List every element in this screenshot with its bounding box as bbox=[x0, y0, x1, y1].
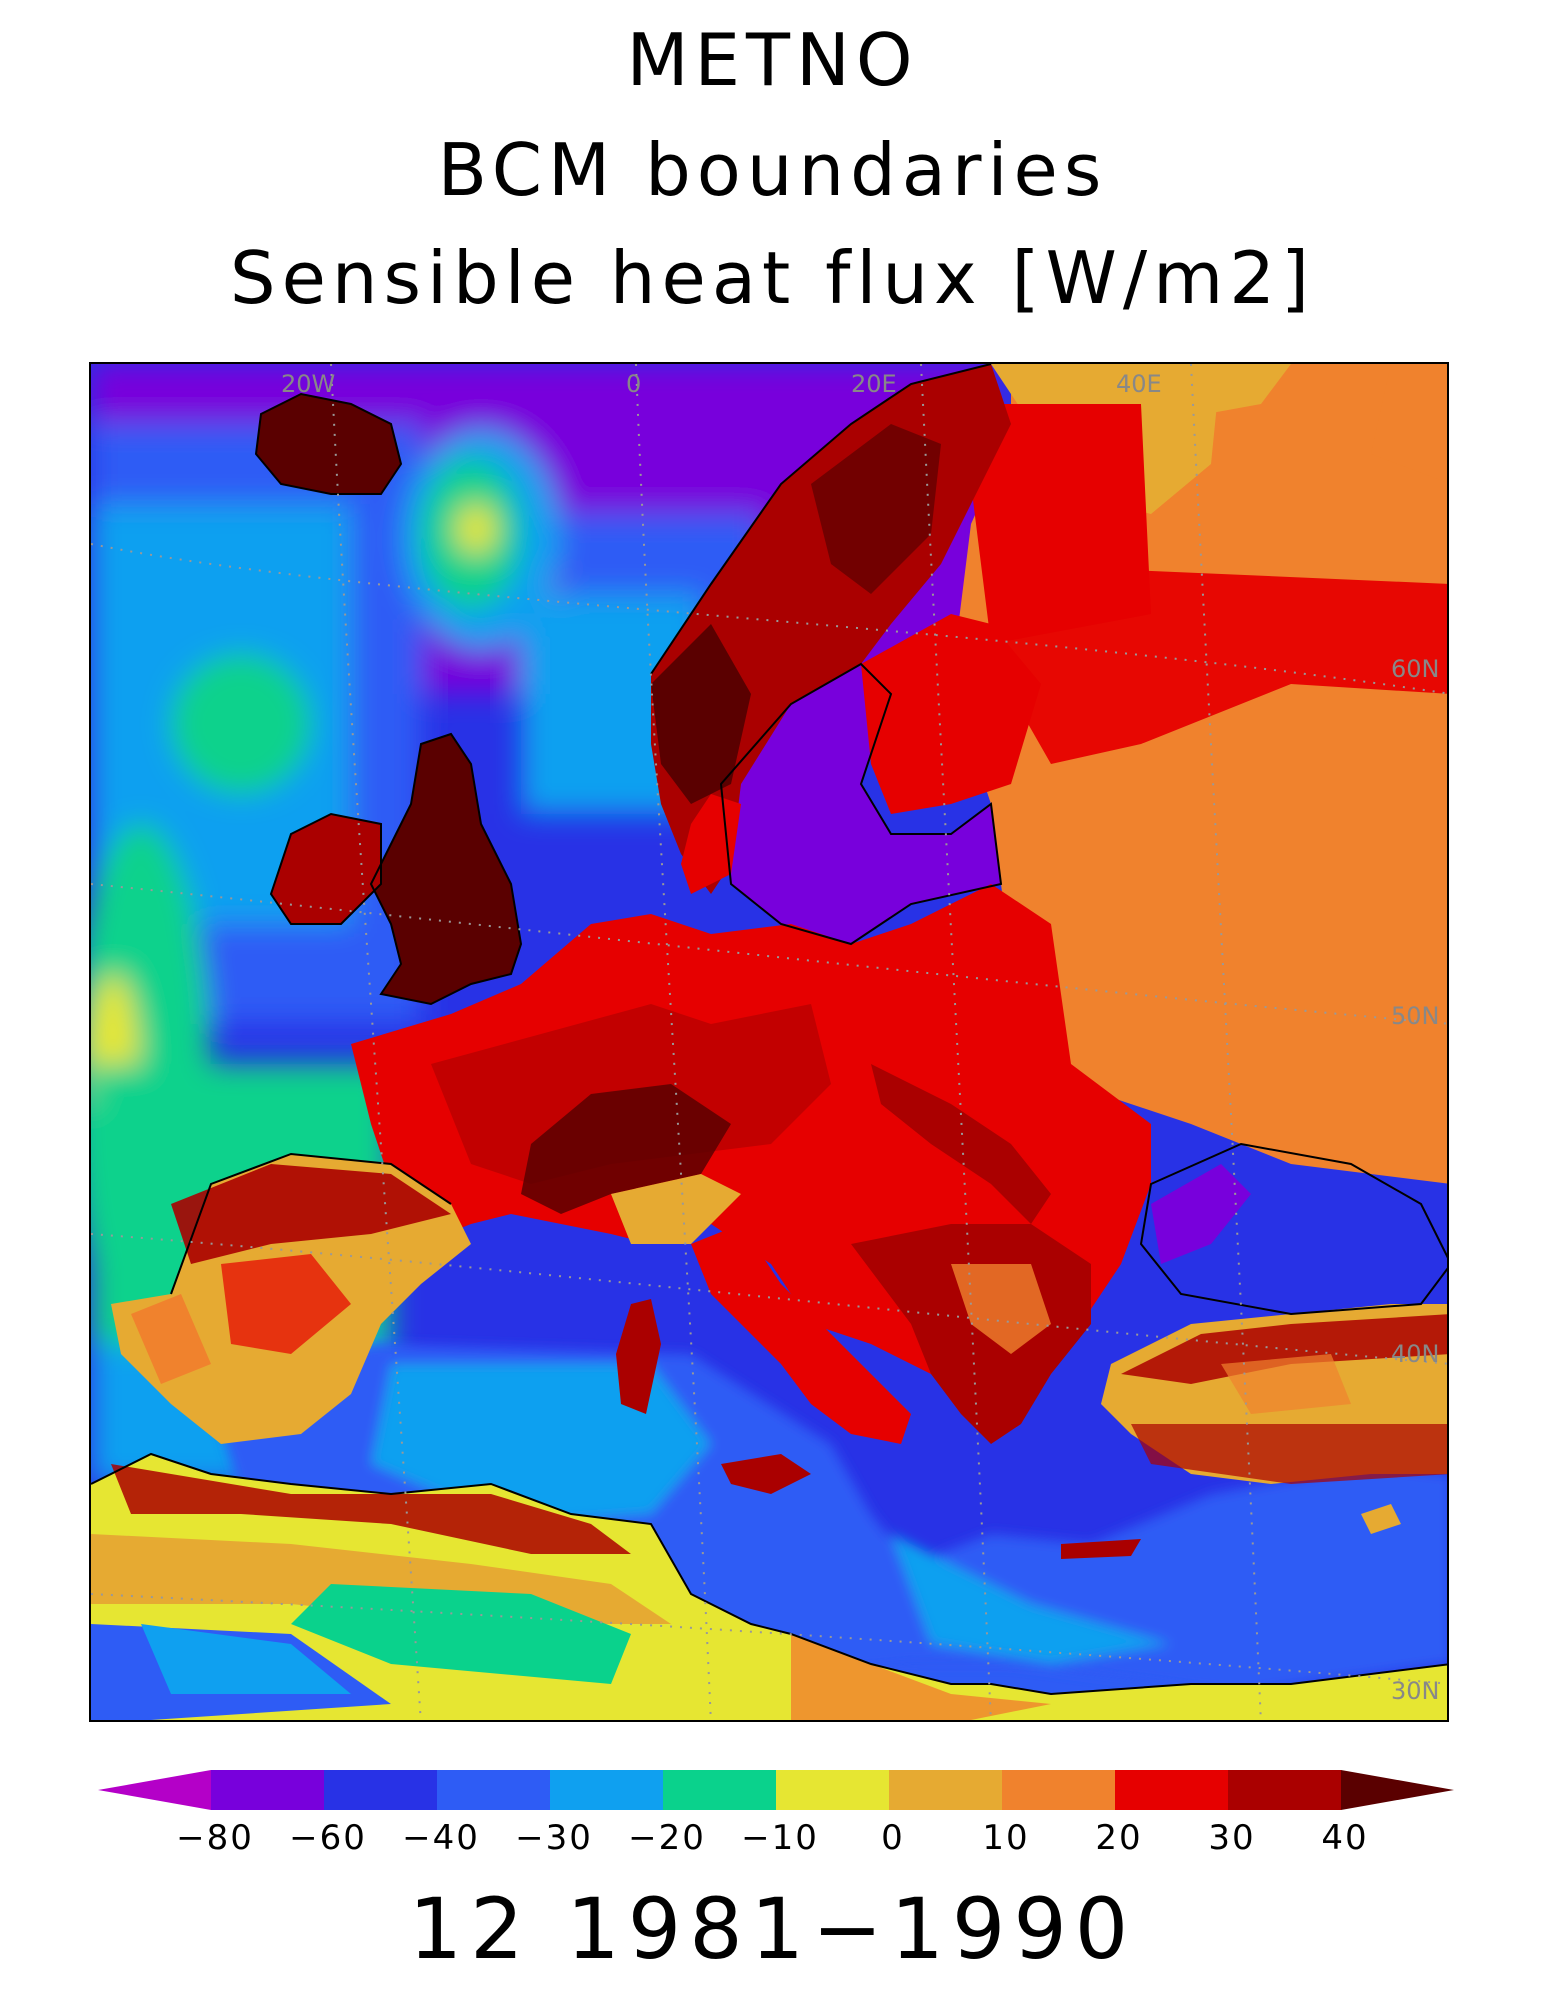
colorbar-segment bbox=[1228, 1770, 1341, 1810]
period-label: 12 1981−1990 bbox=[408, 1880, 1137, 1978]
baltic-sea bbox=[721, 664, 1001, 944]
colorbar-tick-label: −30 bbox=[515, 1818, 593, 1858]
map-panel: 20W 0 20E 40E 60N 50N 40N 30N bbox=[89, 362, 1449, 1722]
ireland bbox=[271, 814, 381, 924]
colorbar-tick-label: −20 bbox=[628, 1818, 706, 1858]
colorbar-segment bbox=[663, 1770, 776, 1810]
lat-label-50n: 50N bbox=[1391, 1002, 1440, 1030]
lon-label-40e: 40E bbox=[1116, 370, 1162, 398]
colorbar-tick-label: −80 bbox=[176, 1818, 254, 1858]
lon-label-0: 0 bbox=[626, 370, 641, 398]
colorbar-tick-label: −60 bbox=[289, 1818, 367, 1858]
colorbar-segment bbox=[550, 1770, 663, 1810]
lat-label-40n: 40N bbox=[1391, 1340, 1440, 1368]
italy bbox=[691, 1224, 911, 1444]
colorbar-segment bbox=[211, 1770, 324, 1810]
title-line-3: Sensible heat flux [W/m2] bbox=[229, 236, 1316, 320]
colorbar-underflow-triangle bbox=[98, 1770, 211, 1810]
colorbar-segment bbox=[889, 1770, 1002, 1810]
colorbar-segment bbox=[324, 1770, 437, 1810]
coastlines bbox=[91, 364, 1447, 1696]
colorbar-tick-label: 0 bbox=[881, 1818, 905, 1858]
colorbar-segment bbox=[1115, 1770, 1228, 1810]
great-britain bbox=[371, 734, 521, 1004]
colorbar-tick-label: 40 bbox=[1321, 1818, 1369, 1858]
colorbar-tick-label: 20 bbox=[1095, 1818, 1143, 1858]
colorbar-overflow-triangle bbox=[1341, 1770, 1454, 1810]
alps bbox=[521, 1084, 731, 1214]
colorbar-tick-label: −40 bbox=[402, 1818, 480, 1858]
colorbar-tick-label: 30 bbox=[1208, 1818, 1256, 1858]
lat-label-30n: 30N bbox=[1391, 1677, 1440, 1705]
graticule bbox=[91, 364, 1447, 1720]
colorbar bbox=[98, 1770, 1454, 1810]
lat-label-60n: 60N bbox=[1391, 655, 1440, 683]
iceland bbox=[256, 394, 401, 494]
sensible-heat-flux-map: 20W 0 20E 40E 60N 50N 40N 30N bbox=[91, 364, 1447, 1720]
title-line-1: METNO bbox=[626, 18, 919, 102]
colorbar-segment bbox=[1002, 1770, 1115, 1810]
lon-label-20e: 20E bbox=[851, 370, 897, 398]
lon-label-20w: 20W bbox=[281, 370, 335, 398]
colorbar-segment bbox=[437, 1770, 550, 1810]
colorbar-tick-label: 10 bbox=[982, 1818, 1030, 1858]
colorbar-tick-label: −10 bbox=[741, 1818, 819, 1858]
colorbar-segment bbox=[776, 1770, 889, 1810]
title-line-2: BCM boundaries bbox=[437, 128, 1108, 212]
